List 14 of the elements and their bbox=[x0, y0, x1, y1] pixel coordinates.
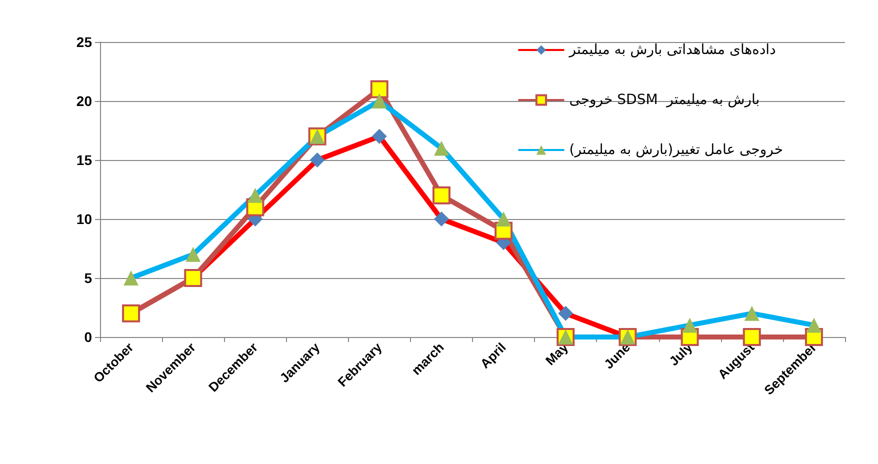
y-tick-label: 15 bbox=[76, 152, 92, 168]
y-tick-label: 0 bbox=[84, 329, 92, 345]
x-tick-label: May bbox=[542, 339, 572, 368]
y-tick-label: 10 bbox=[76, 211, 92, 227]
legend-label: خروجی عامل تغییر(بارش به میلیمتر) bbox=[569, 142, 784, 158]
point bbox=[370, 80, 388, 98]
legend-label: داده‌های مشاهداتی بارش به میلیمتر bbox=[568, 42, 776, 58]
point bbox=[742, 328, 761, 346]
y-tick-label: 20 bbox=[76, 93, 92, 109]
x-tick-label: July bbox=[666, 339, 696, 369]
y-tick-label: 5 bbox=[84, 270, 92, 286]
y-tick-label: 25 bbox=[76, 34, 92, 50]
legend-label: خروجی SDSM بارش به میلیمتر bbox=[569, 92, 760, 108]
point bbox=[432, 186, 450, 204]
